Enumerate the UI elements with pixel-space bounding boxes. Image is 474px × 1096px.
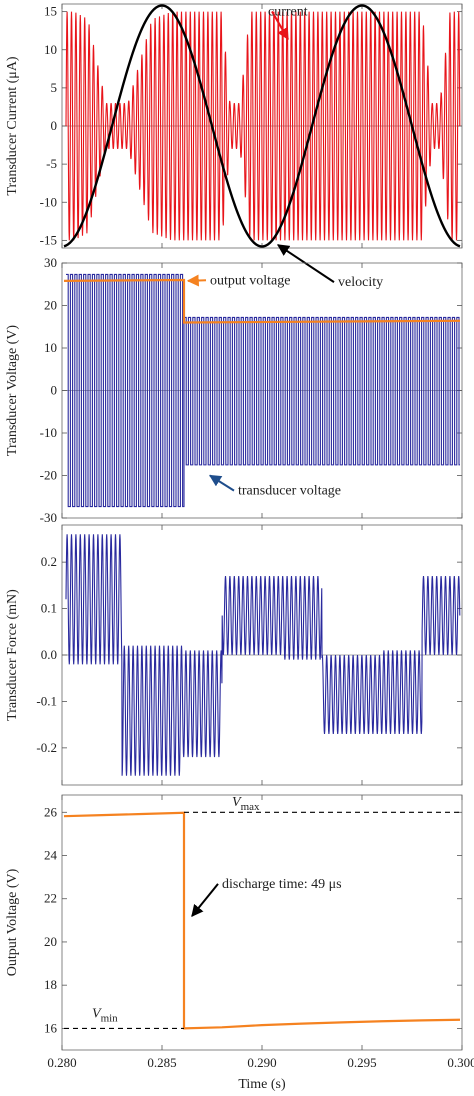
y-axis-label: Transducer Voltage (V) xyxy=(5,325,20,457)
annotation-arrow xyxy=(208,474,235,492)
y-tick-label: 0 xyxy=(51,118,58,133)
x-axis-label: Time (s) xyxy=(238,1077,286,1092)
annotation-label: Vmax xyxy=(232,795,260,813)
y-tick-label: -20 xyxy=(40,468,57,483)
y-axis-label: Transducer Force (mN) xyxy=(5,589,20,721)
y-tick-label: 0.1 xyxy=(41,601,57,616)
x-tick-label: 0.285 xyxy=(147,1055,176,1070)
x-tick-label: 0.300 xyxy=(447,1055,474,1070)
y-tick-label: 0.2 xyxy=(41,554,57,569)
annotation-subscript: max xyxy=(241,801,260,813)
y-tick-label: 18 xyxy=(44,977,57,992)
series-output-voltage xyxy=(63,811,461,1030)
annotation-label: output voltage xyxy=(210,273,291,288)
y-axis-label: Transducer Current (μA) xyxy=(5,56,20,196)
annotation-subscript: min xyxy=(101,1013,119,1025)
y-tick-label: 26 xyxy=(44,804,58,819)
y-tick-label: 0.0 xyxy=(41,647,57,662)
annotation-label: Vmin xyxy=(92,1007,118,1025)
annotation-arrow xyxy=(277,244,335,283)
y-tick-label: -15 xyxy=(40,232,57,247)
y-tick-label: -30 xyxy=(40,510,57,525)
annotation-label: velocity xyxy=(338,275,383,290)
y-axis-label: Output Voltage (V) xyxy=(5,868,20,976)
annotation-label: transducer voltage xyxy=(238,484,341,499)
series-output-voltage xyxy=(63,278,461,324)
panel-3: -0.2 -0.1 0.0 0.1 0.2 Transducer Force (mN) xyxy=(5,524,463,786)
series-current xyxy=(65,11,461,241)
y-tick-label: 5 xyxy=(51,80,58,95)
annotation-label: current xyxy=(268,4,308,19)
y-tick-label: 20 xyxy=(44,298,57,313)
y-tick-label: -10 xyxy=(40,425,57,440)
plot-frame xyxy=(61,794,463,1051)
y-tick-label: 22 xyxy=(44,891,57,906)
annotation-label: discharge time: 49 μs xyxy=(222,877,342,892)
y-tick-label: -0.2 xyxy=(36,740,57,755)
x-tick-label: 0.280 xyxy=(47,1055,76,1070)
y-tick-label: 10 xyxy=(44,340,57,355)
annotation-arrow xyxy=(186,274,207,287)
y-tick-label: 15 xyxy=(44,4,57,19)
y-tick-label: 20 xyxy=(44,934,57,949)
panel-2: -30 -20 -10 0 10 20 30 Transducer Voltage (V) ou… xyxy=(5,255,463,525)
series-force xyxy=(65,534,461,776)
y-tick-label: 16 xyxy=(44,1020,58,1035)
x-tick-label: 0.295 xyxy=(347,1055,376,1070)
series-velocity xyxy=(63,4,461,248)
y-tick-label: 10 xyxy=(44,42,57,57)
annotation-arrow xyxy=(271,10,289,41)
y-tick-label: -10 xyxy=(40,194,57,209)
panel-4: 16 18 20 22 24 26 0.280 0.285 0.290 0.295 0.300 Out… xyxy=(5,794,474,1092)
annotation-arrow xyxy=(191,883,219,917)
panel-1: -15 -10 -5 0 5 10 15 Transducer Current (μA) cur… xyxy=(5,3,463,290)
x-tick-label: 0.290 xyxy=(247,1055,276,1070)
y-tick-label: -0.1 xyxy=(36,693,57,708)
y-tick-label: 0 xyxy=(51,383,58,398)
y-tick-label: 24 xyxy=(44,848,58,863)
series-transducer-voltage xyxy=(66,273,460,508)
y-tick-label: 30 xyxy=(44,255,57,270)
y-tick-label: -5 xyxy=(46,156,57,171)
